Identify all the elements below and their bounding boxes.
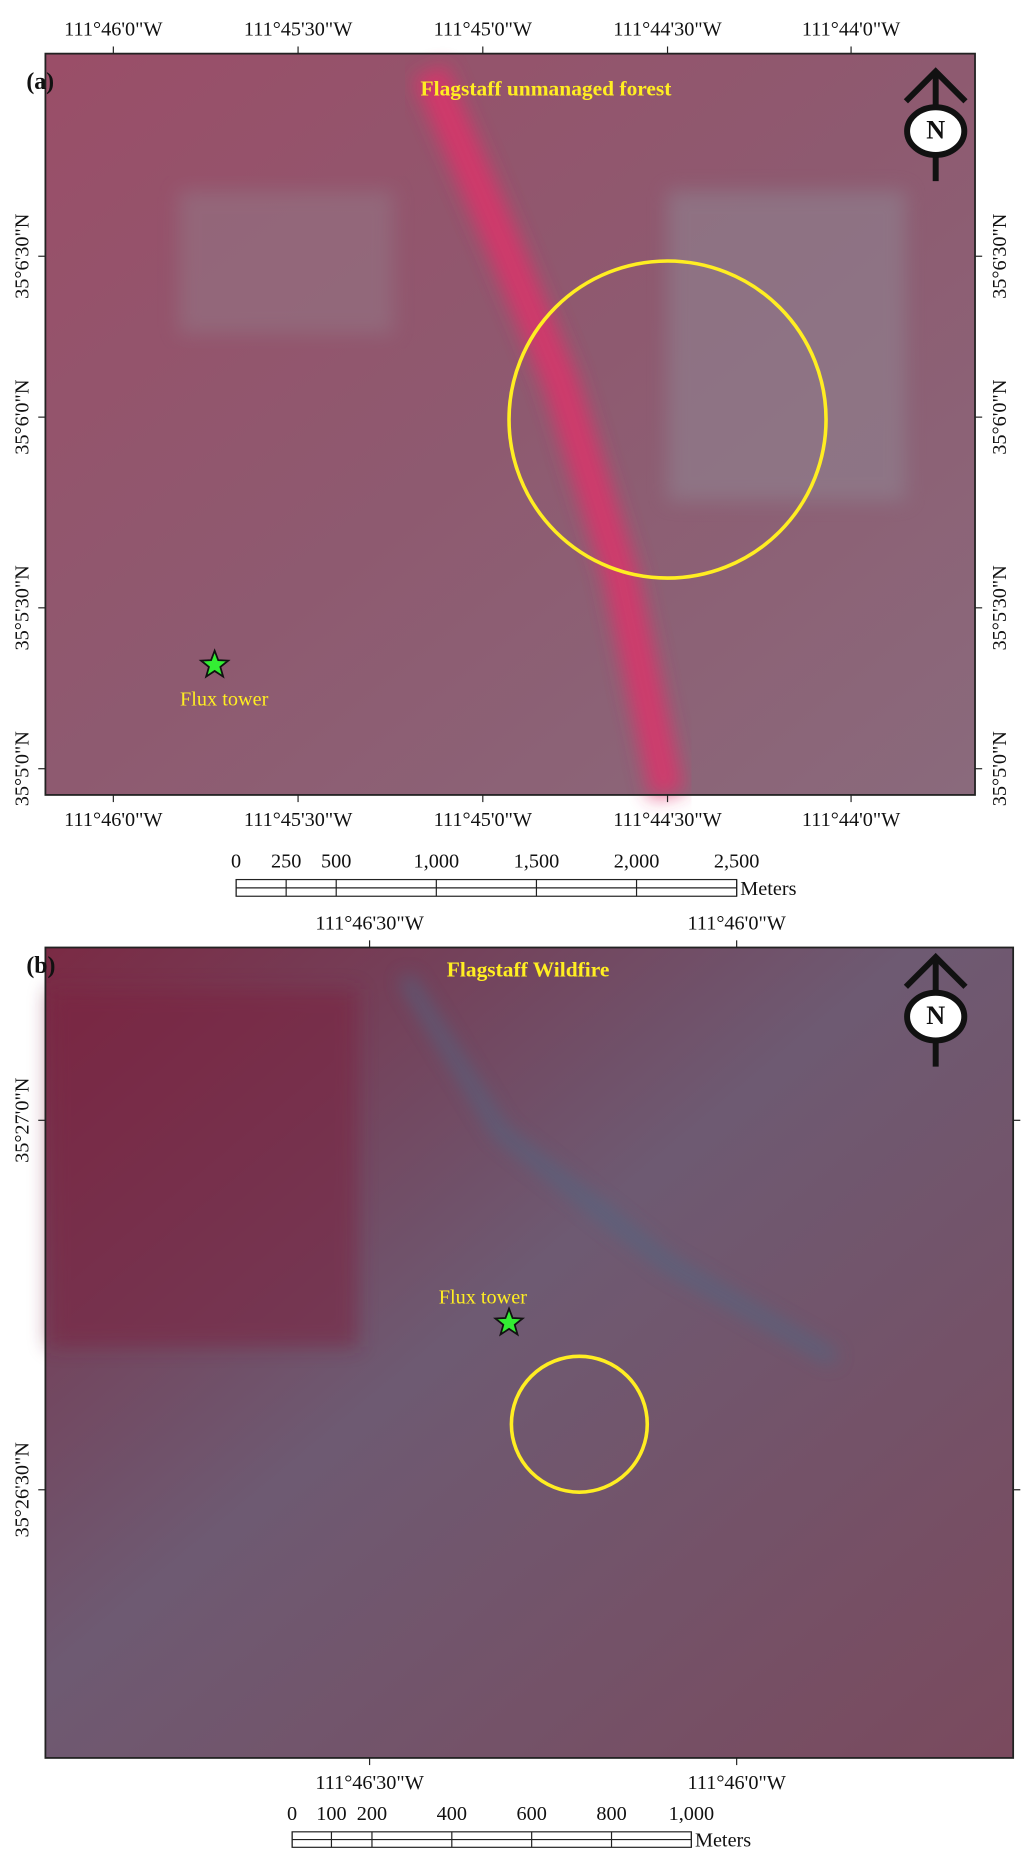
panel-label: (b): [26, 953, 55, 979]
top-tick-label: 111°46'30"W: [315, 913, 424, 935]
flux-tower-label: Flux tower: [439, 1287, 528, 1309]
scale-unit: Meters: [740, 878, 796, 900]
right-tick-label: 35°5'30"N: [989, 565, 1011, 651]
bottom-tick-label: 111°45'0"W: [434, 809, 533, 831]
top-tick-label: 111°44'0"W: [802, 19, 901, 41]
panel-title: Flagstaff Wildfire: [447, 957, 610, 981]
panel-title: Flagstaff unmanaged forest: [421, 76, 673, 100]
scale-unit: Meters: [695, 1830, 751, 1852]
scale-label: 1,000: [414, 851, 460, 873]
right-tick-label: 35°6'0"N: [989, 379, 1011, 455]
north-label: N: [926, 1001, 945, 1030]
scale-label: 2,000: [614, 851, 660, 873]
scale-label: 800: [596, 1803, 626, 1825]
right-tick-label: 35°5'0"N: [989, 731, 1011, 807]
top-tick-label: 111°45'30"W: [244, 19, 353, 41]
top-tick-label: 111°45'0"W: [434, 19, 533, 41]
north-arrow-head: [903, 952, 968, 989]
right-tick-label: 35°6'30"N: [989, 213, 1011, 299]
left-tick-label: 35°26'30"N: [12, 1442, 34, 1538]
scale-label: 1,000: [669, 1803, 715, 1825]
scale-label: 400: [437, 1803, 467, 1825]
scale-label: 0: [231, 851, 241, 873]
north-label: N: [926, 115, 945, 144]
scale-label: 2,500: [714, 851, 760, 873]
scale-label: 250: [271, 851, 301, 873]
left-tick-label: 35°6'0"N: [12, 379, 34, 455]
left-tick-label: 35°5'30"N: [12, 565, 34, 651]
scale-label: 600: [516, 1803, 546, 1825]
scale-label: 500: [321, 851, 351, 873]
scale-label: 0: [287, 1803, 297, 1825]
bottom-tick-label: 111°46'0"W: [64, 809, 163, 831]
north-circle: [904, 104, 968, 158]
scale-label: 1,500: [514, 851, 560, 873]
left-tick-label: 35°27'0"N: [12, 1077, 34, 1163]
top-tick-label: 111°44'30"W: [613, 19, 722, 41]
flux-tower-star: [198, 648, 231, 679]
left-tick-label: 35°6'30"N: [12, 213, 34, 299]
panel-label: (a): [26, 69, 54, 95]
bottom-tick-label: 111°46'0"W: [687, 1772, 786, 1794]
bottom-tick-label: 111°44'30"W: [613, 809, 722, 831]
flux-tower-label: Flux tower: [180, 688, 269, 710]
bottom-tick-label: 111°46'30"W: [315, 1772, 424, 1794]
scale-label: 200: [357, 1803, 387, 1825]
image-b: [44, 946, 1015, 1759]
top-tick-label: 111°46'0"W: [687, 913, 786, 935]
top-tick-label: 111°46'0"W: [64, 19, 163, 41]
bottom-tick-label: 111°45'30"W: [244, 809, 353, 831]
scale-label: 100: [316, 1803, 346, 1825]
north-circle: [904, 989, 968, 1044]
north-arrow-head: [903, 67, 968, 104]
bottom-tick-label: 111°44'0"W: [802, 809, 901, 831]
flux-tower-star: [493, 1306, 526, 1337]
image-a: [44, 52, 976, 799]
left-tick-label: 35°5'0"N: [12, 731, 34, 807]
